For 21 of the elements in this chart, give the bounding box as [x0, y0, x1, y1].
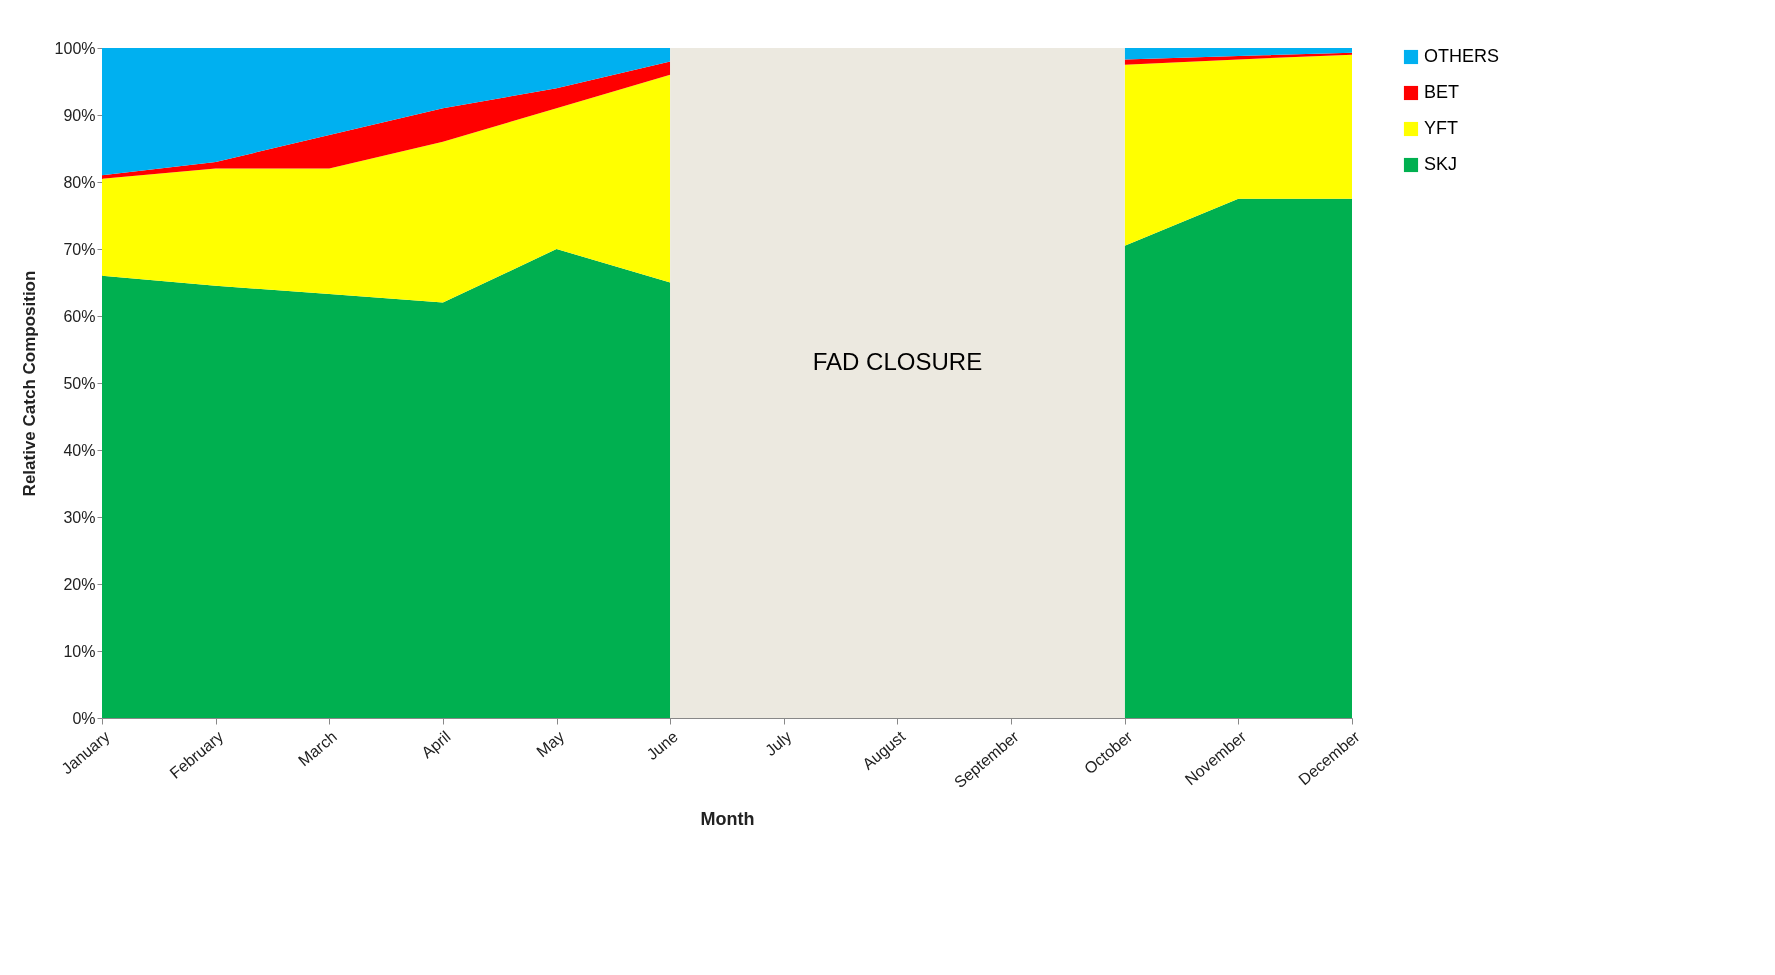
y-tick-label: 30% [63, 508, 96, 526]
y-tick-label: 90% [63, 106, 96, 124]
y-tick-label: 0% [72, 709, 96, 727]
legend-label: YFT [1424, 118, 1458, 138]
y-tick-label: 10% [63, 642, 96, 660]
legend-label: BET [1424, 82, 1460, 102]
x-tick-label: June [643, 727, 682, 764]
x-tick-label: May [533, 727, 568, 761]
x-axis-title: Month [700, 809, 755, 830]
legend-label: OTHERS [1424, 46, 1500, 66]
band-label: FAD CLOSURE [812, 348, 983, 375]
y-axis-title: Relative Catch Composition [19, 270, 39, 497]
y-tick-label: 50% [63, 374, 96, 392]
x-tick-label: July [761, 727, 795, 760]
y-tick-label: 80% [63, 173, 96, 191]
legend-label: SKJ [1424, 154, 1458, 174]
y-tick-label: 20% [63, 575, 96, 593]
y-tick-label: 70% [63, 240, 96, 258]
y-tick-label: 60% [63, 307, 96, 325]
y-tick-label: 40% [63, 441, 96, 459]
y-tick-label: 100% [54, 39, 96, 57]
